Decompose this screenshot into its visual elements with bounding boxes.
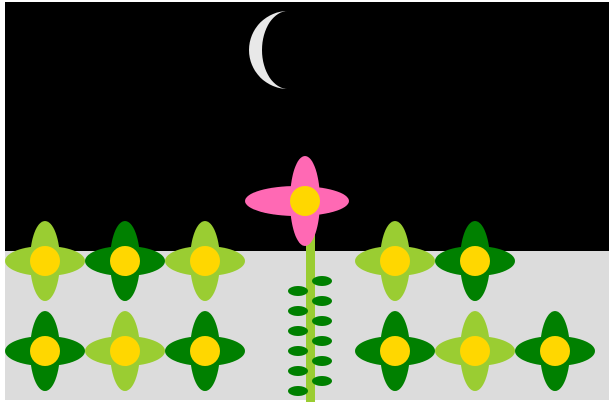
flower (435, 311, 515, 391)
moon-icon (249, 11, 288, 89)
flower (435, 221, 515, 301)
flower-center (460, 246, 490, 276)
stem-leaf-right (312, 296, 332, 306)
flower-center (540, 336, 570, 366)
stem-leaf-left (288, 346, 308, 356)
stem-leaf-right (312, 336, 332, 346)
tall-flower-center (290, 186, 320, 216)
stem-leaf-left (288, 386, 308, 396)
flower (355, 311, 435, 391)
stem-leaf-left (288, 306, 308, 316)
stem-leaf-right (312, 376, 332, 386)
flower (515, 311, 595, 391)
stem-leaf-right (312, 356, 332, 366)
flower-center (190, 336, 220, 366)
flower (85, 311, 165, 391)
flower-center (190, 246, 220, 276)
flower-center (30, 336, 60, 366)
stem-leaves (288, 276, 332, 396)
flower-center (380, 246, 410, 276)
flower-center (380, 336, 410, 366)
tall-flower (245, 156, 349, 402)
flower-center (110, 336, 140, 366)
stem-leaf-right (312, 316, 332, 326)
flower (5, 221, 85, 301)
flower-center (30, 246, 60, 276)
tall-flower-stem (306, 220, 315, 402)
stem-leaf-left (288, 326, 308, 336)
flower (355, 221, 435, 301)
flower (5, 311, 85, 391)
flower-center (460, 336, 490, 366)
flower-beds (5, 221, 595, 391)
flower (85, 221, 165, 301)
stem-leaf-left (288, 286, 308, 296)
stem-leaf-left (288, 366, 308, 376)
flower (165, 311, 245, 391)
stem-leaf-right (312, 276, 332, 286)
flower (165, 221, 245, 301)
flower-center (110, 246, 140, 276)
